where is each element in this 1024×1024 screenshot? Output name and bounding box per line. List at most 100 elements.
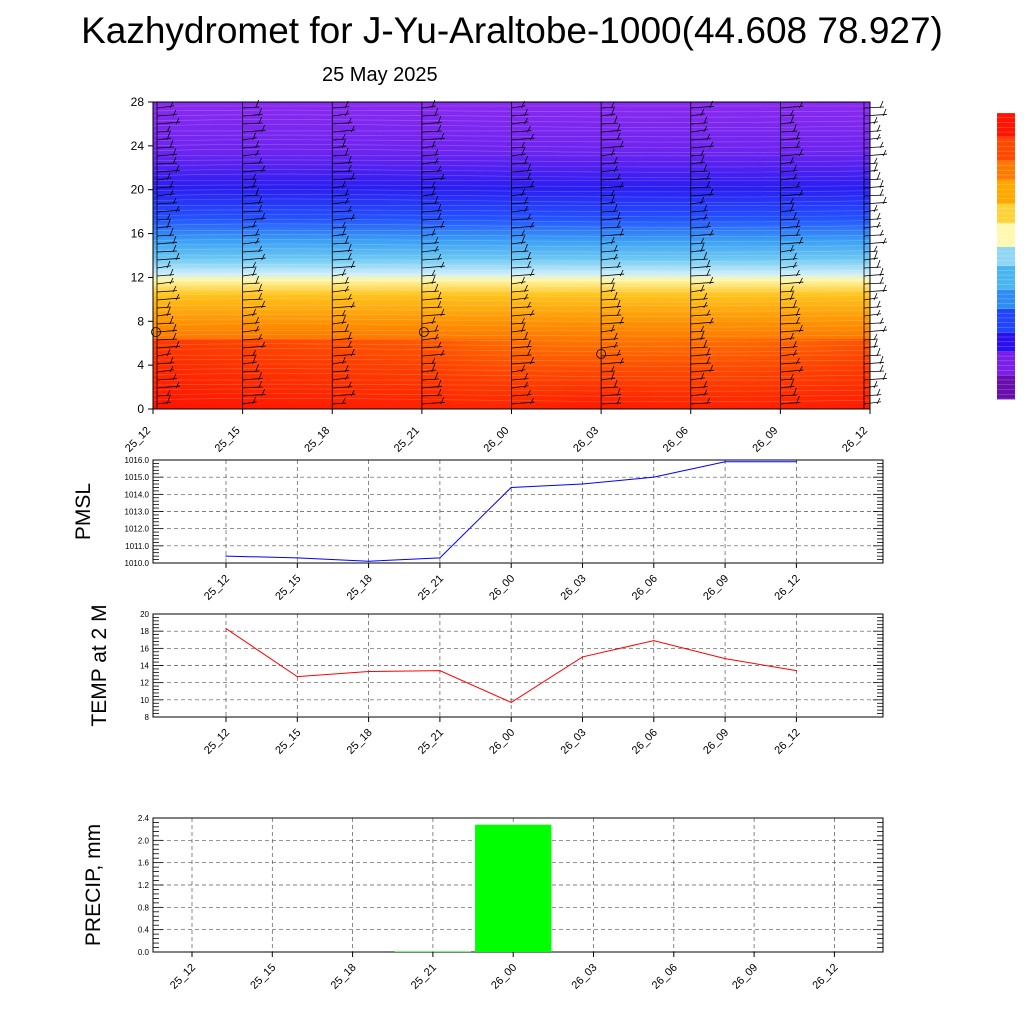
colorbar-swatch [997,160,1015,166]
wind-barb [156,156,178,165]
precip-ylabel: PRECIP, mm [82,824,105,946]
colorbar-swatch [997,313,1015,319]
wind-barb [332,260,356,269]
colorbar-swatch [997,241,1015,247]
wind-barb [332,268,347,277]
wind-barb [690,188,714,197]
wind-barb [690,204,708,213]
wind-barb [421,283,439,293]
wind-barb [511,235,526,245]
x-tick-label: 25_21 [416,573,446,603]
colorbar-swatch [997,213,1015,219]
y-tick-label: 24 [131,139,145,153]
wind-barb [156,227,175,237]
wind-barb [780,379,795,389]
wind-barb [601,253,619,261]
wind-barb [156,301,172,309]
x-tick-label: 25_18 [345,727,375,757]
precip-bar [394,951,472,952]
wind-barb [601,324,616,333]
wind-barb [601,195,616,205]
wind-barb [863,245,879,253]
pmsl-panel: 1010.0 1011.0 1012.0 1013.0 1014.0 1015.0 1016… [72,456,884,603]
wind-barb [601,332,619,341]
wind-barb [332,139,347,149]
colorbar-swatch [997,227,1015,233]
x-tick-label: 26_09 [730,962,760,992]
wind-barb [601,244,619,253]
x-tick-label: 25_21 [416,727,446,757]
colorbar-swatch [997,360,1015,367]
colorbar-swatch [997,284,1015,290]
wind-barb [242,220,257,229]
data-point [795,461,798,463]
wind-barb [511,348,532,357]
wind-barb [863,188,885,197]
wind-barb [780,131,801,141]
wind-barb [332,164,353,173]
wind-barb [780,123,798,133]
wind-barb [601,228,625,237]
wind-barb [690,251,708,261]
colorbar-swatch [997,308,1015,314]
wind-barb [601,211,622,221]
wind-barb [421,324,439,333]
wind-barb [690,372,705,381]
wind-barb [421,181,436,189]
data-point [296,557,298,559]
wind-barb [690,325,705,333]
wind-barb [332,205,353,213]
wind-barb [863,179,885,189]
wind-barb [332,331,353,341]
colorbar-swatch [997,151,1015,157]
colorbar-swatch [997,332,1015,338]
colorbar-swatch [997,379,1015,386]
wind-barb [421,341,442,349]
wind-barb [690,380,708,389]
x-tick-label: 25_15 [213,425,243,455]
wind-barb [332,125,356,133]
wind-barb [690,389,708,397]
x-tick-label: 26_00 [489,962,519,992]
x-tick-label: 26_00 [487,727,517,757]
wind-barb [601,123,622,133]
wind-barb [242,228,260,237]
wind-barb [332,389,356,397]
wind-barb [780,387,798,397]
wind-barb [421,124,442,133]
wind-barb [156,109,178,117]
wind-barb [242,371,263,381]
colorbar-swatch [997,189,1015,195]
colorbar-swatch [997,146,1015,152]
wind-barb [421,275,436,285]
wind-barb [511,133,535,141]
wind-barb [690,292,708,301]
y-tick-label: 1014.0 [125,490,150,499]
wind-barb [511,309,535,317]
colorbar-swatch [997,275,1015,281]
data-point [368,560,370,562]
wind-barb [601,115,619,125]
wind-barb [421,349,445,357]
wind-barb [601,261,622,269]
wind-barb [156,373,178,381]
y-tick-label: 1011.0 [125,542,149,551]
wind-barb [156,252,181,261]
x-tick-label: 26_12 [840,425,870,455]
wind-barb [332,117,353,125]
calm-marker [596,349,607,359]
chart-date: 25 May 2025 [322,64,438,86]
wind-barb [242,380,263,389]
wind-barb [511,108,529,117]
wind-barb [511,155,529,165]
wind-barb [242,195,263,205]
wind-barb [332,356,347,365]
wind-barb [332,243,353,253]
y-tick-label: 8 [137,314,144,328]
x-tick-label: 26_09 [701,727,731,757]
colorbar-swatch [997,136,1015,143]
wind-barb [242,124,266,133]
wind-barb [421,388,442,397]
wind-barb [242,237,260,245]
